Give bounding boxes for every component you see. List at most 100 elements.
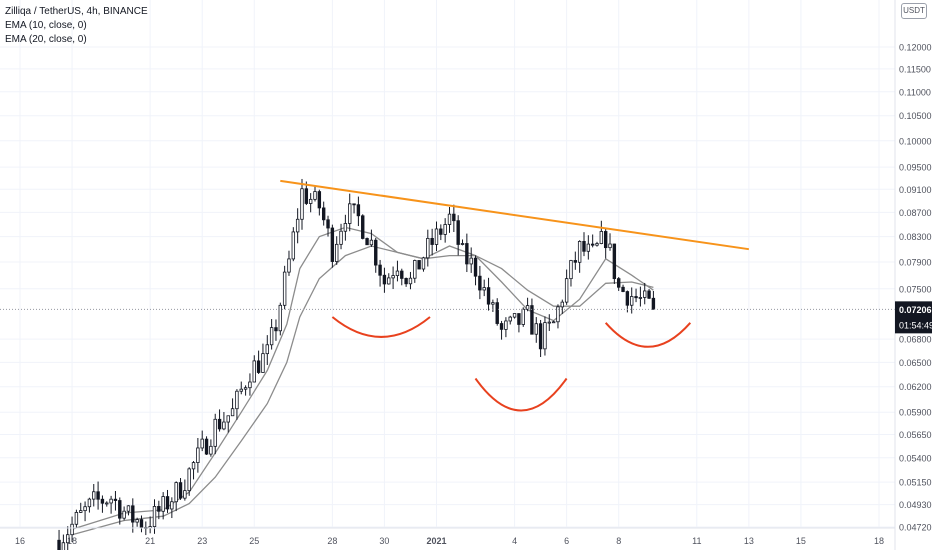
candle-body [282, 271, 287, 306]
candle-body [643, 290, 647, 298]
candle-body [495, 302, 499, 324]
candle-body [152, 506, 157, 528]
candle-body [491, 302, 495, 305]
y-tick-label: 0.08700 [899, 208, 932, 218]
candle-body [326, 219, 330, 229]
x-tick-label: 11 [692, 536, 701, 546]
x-tick-label: 8 [616, 536, 621, 546]
y-tick-label: 0.10000 [899, 136, 932, 146]
y-tick-label: 0.06500 [899, 358, 932, 368]
candle-body [547, 321, 551, 324]
candle-body [512, 313, 517, 318]
candle-body [274, 327, 278, 332]
candle-body [243, 387, 248, 390]
price-badge-countdown: 01:54:49 [899, 320, 932, 330]
y-tick-label: 0.11500 [899, 64, 931, 74]
candle-body [348, 203, 352, 224]
candle-body [70, 523, 74, 536]
candle-body [530, 305, 534, 335]
x-tick-label: 23 [197, 536, 207, 546]
drawings[interactable] [280, 179, 749, 412]
candle-body [317, 191, 322, 209]
candle-body [135, 519, 139, 523]
candle-body [456, 220, 460, 245]
x-tick-label: 15 [796, 536, 806, 546]
candle-body [638, 297, 643, 299]
candle-body [577, 241, 582, 263]
head-arc [474, 377, 568, 412]
candle-body [551, 321, 556, 324]
candle-body [499, 323, 504, 330]
y-tick-label: 0.05400 [899, 453, 932, 463]
candle-body [430, 237, 434, 245]
candle-body [157, 506, 161, 512]
x-tick-label: 18 [874, 536, 884, 546]
candle-body [265, 344, 269, 355]
candle-body [92, 491, 96, 500]
candle-body [573, 260, 578, 263]
candle-body [395, 270, 400, 276]
currency-badge[interactable]: USDT [901, 3, 927, 19]
candle-body [625, 291, 630, 306]
candle-body [504, 320, 508, 330]
candle-body [248, 381, 252, 389]
candle-body [378, 264, 382, 276]
x-tick-label: 6 [564, 536, 569, 546]
y-tick-label: 0.04930 [899, 500, 932, 510]
candle-body [356, 204, 361, 217]
candle-body [391, 275, 395, 279]
chart-legend: Zilliqa / TetherUS, 4h, BINANCE EMA (10,… [5, 5, 148, 47]
candle-body [339, 230, 343, 245]
candle-body [452, 213, 456, 222]
candle-body [426, 237, 430, 259]
x-tick-label: 2021 [426, 536, 446, 546]
left-shoulder-arc [331, 316, 431, 338]
candle-body [387, 277, 391, 285]
candle-body [330, 227, 335, 262]
candle-body [308, 198, 313, 204]
candle-body [200, 438, 204, 449]
candle-body [204, 438, 209, 455]
candle-body [291, 231, 296, 260]
x-tick-label: 25 [249, 536, 259, 546]
y-tick-label: 0.11000 [899, 87, 931, 97]
candle-body [278, 304, 283, 332]
x-tick-label: 13 [744, 536, 754, 546]
candle-body [87, 498, 92, 508]
candle-body [239, 388, 243, 392]
resistance-trendline [280, 179, 749, 251]
candle-body [569, 260, 573, 280]
candle-body [343, 223, 348, 232]
y-tick-label: 0.06800 [899, 335, 932, 345]
candle-body [183, 490, 187, 499]
x-tick-label: 30 [379, 536, 389, 546]
y-tick-label: 0.10500 [899, 111, 932, 121]
candle-body [482, 287, 486, 291]
candle-body [213, 418, 217, 447]
candle-body [443, 224, 447, 235]
candle-body [178, 482, 183, 499]
candle-body [621, 286, 625, 292]
candle-body [196, 447, 200, 463]
candle-body [131, 505, 135, 523]
candle-body [226, 415, 230, 423]
y-tick-label: 0.12000 [899, 43, 932, 53]
candle-body [404, 278, 408, 285]
candle-body [447, 213, 452, 225]
x-tick-label: 28 [327, 536, 337, 546]
candle-body [100, 498, 105, 504]
candle-body [460, 243, 465, 245]
candle-body [651, 297, 656, 310]
x-tick-label: 18 [67, 536, 77, 546]
legend-ema-slow: EMA (20, close, 0) [5, 34, 87, 45]
candle-body [174, 482, 178, 503]
candle-body [113, 498, 118, 501]
y-tick-label: 0.05650 [899, 430, 932, 440]
candle-body [465, 243, 469, 265]
y-tick-label: 0.09500 [899, 163, 932, 173]
candle-body [74, 512, 79, 525]
candle-body [564, 278, 569, 303]
y-tick-label: 0.06200 [899, 382, 932, 392]
